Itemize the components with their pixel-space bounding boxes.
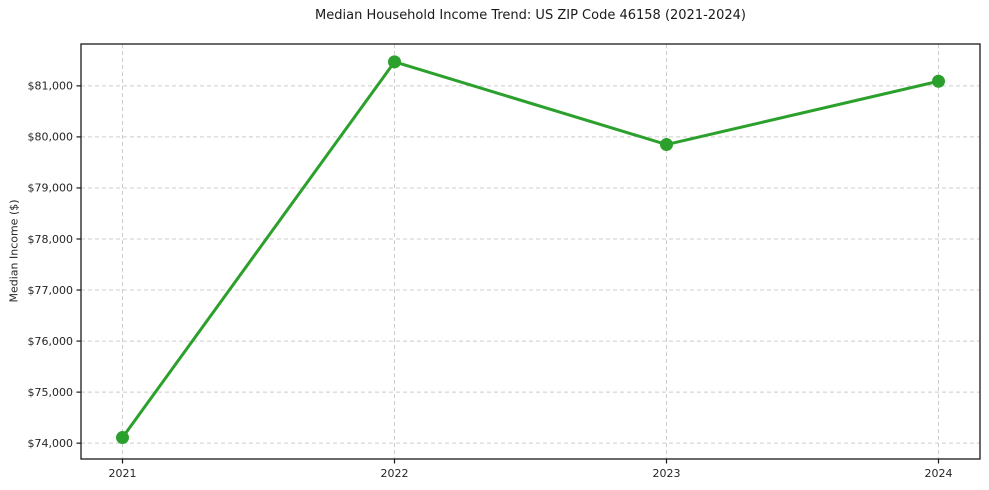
- x-tick-label: 2023: [653, 467, 681, 480]
- data-point-2024: [932, 74, 945, 88]
- data-point-2021: [116, 431, 129, 445]
- x-tick-label: 2022: [381, 467, 409, 480]
- income-trend-line: [121, 60, 940, 440]
- y-tick-label: $78,000: [28, 233, 74, 246]
- y-tick-label: $74,000: [28, 437, 74, 450]
- plot-border: [80, 43, 981, 460]
- y-tick-label: $79,000: [28, 182, 74, 195]
- y-tick-label: $76,000: [28, 335, 74, 348]
- y-tick-label: $77,000: [28, 284, 74, 297]
- data-point-2023: [660, 138, 673, 152]
- x-tick-label: 2021: [109, 467, 137, 480]
- x-tick-label: 2024: [925, 467, 953, 480]
- y-tick-label: $81,000: [28, 80, 74, 93]
- y-tick-label: $75,000: [28, 386, 74, 399]
- data-point-2022: [388, 55, 401, 69]
- chart-title: Median Household Income Trend: US ZIP Co…: [315, 8, 746, 23]
- y-tick-label: $80,000: [28, 131, 74, 144]
